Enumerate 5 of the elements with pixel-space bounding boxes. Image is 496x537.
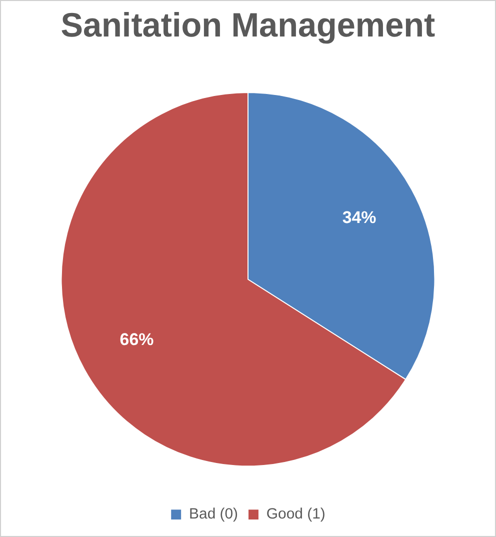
- legend-label: Good (1): [266, 506, 326, 523]
- legend-label: Bad (0): [189, 506, 238, 523]
- data-label: 66%: [120, 330, 154, 350]
- chart-title: Sanitation Management: [60, 7, 436, 45]
- data-label: 34%: [342, 208, 376, 227]
